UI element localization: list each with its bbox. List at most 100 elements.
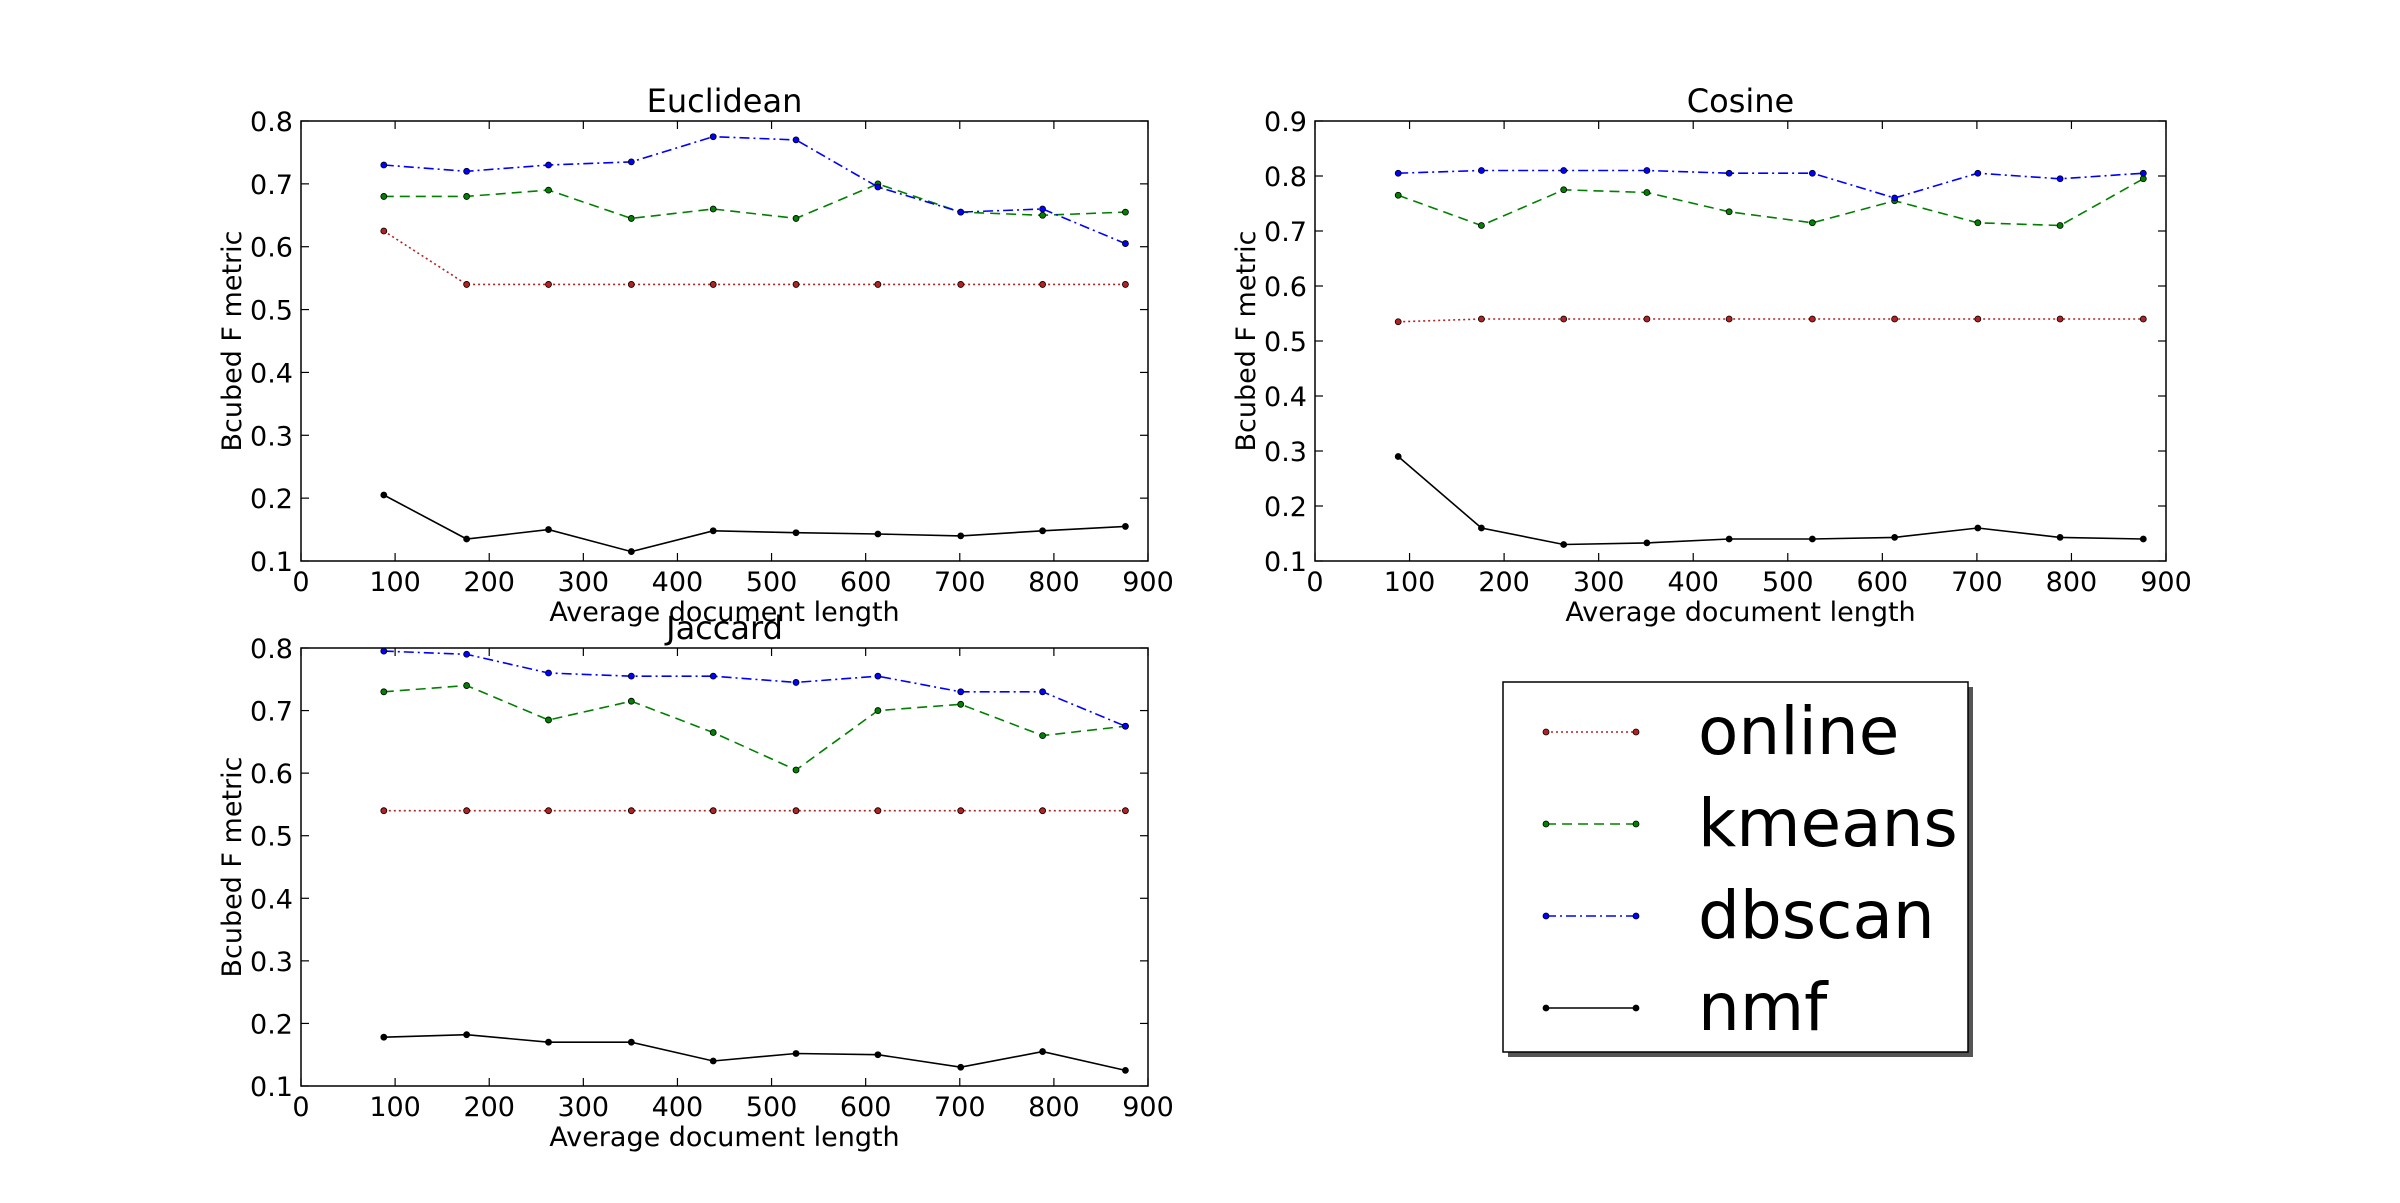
data-point-nmf [1394,453,1402,460]
y-tick-label: 0.7 [250,697,293,728]
y-tick-label: 0.8 [250,107,293,138]
data-point-nmf [709,527,717,535]
data-point-online [1039,281,1046,288]
data-point-nmf [874,1051,882,1059]
x-tick-label: 900 [2140,567,2192,598]
x-axis-label: Average document length [549,597,899,628]
data-point-dbscan [1039,688,1046,696]
data-point-online [957,281,965,288]
legend-item-dbscan: dbscan [1542,877,1935,954]
legend: online kmeans dbscan nmf [1502,681,1973,1057]
y-tick-label: 0.5 [250,296,293,327]
data-point-dbscan [1891,194,1899,202]
y-tick-label: 0.8 [1264,162,1307,193]
data-point-dbscan [627,158,635,166]
data-point-online [380,227,388,235]
x-tick-label: 100 [369,1092,421,1123]
data-point-kmeans [1039,732,1046,739]
data-point-kmeans [1478,222,1485,229]
data-point-dbscan [957,688,965,696]
chart-title: Euclidean [647,82,803,120]
x-tick-label: 0 [292,567,309,598]
legend-item-kmeans: kmeans [1542,785,1958,862]
data-point-dbscan [1478,167,1485,174]
x-tick-label: 0 [1306,567,1323,598]
data-point-dbscan [1122,722,1129,730]
x-tick-label: 500 [746,1092,798,1123]
data-point-kmeans [545,186,552,194]
data-point-nmf [1643,539,1651,547]
data-point-dbscan [545,161,552,169]
data-point-dbscan [709,133,717,141]
series-nmf [380,491,1129,555]
series-line-dbscan [383,650,1126,727]
data-point-nmf [1122,523,1129,530]
x-tick-label: 500 [746,567,798,598]
data-point-nmf [1560,541,1568,548]
data-point-dbscan [1122,240,1129,247]
x-tick-label: 300 [1573,567,1625,598]
x-tick-label: 200 [463,567,515,598]
x-tick-label: 700 [934,567,986,598]
data-point-kmeans [627,697,635,705]
data-point-nmf [380,1033,388,1041]
chart-title: Jaccard [664,609,783,647]
subplot-euclidean: Euclidean 0 100 200 300 400 500 600 700 800 900 0.1… [217,82,1174,628]
data-point-dbscan [1808,169,1816,177]
data-point-kmeans [709,729,717,736]
data-point-nmf [627,548,635,555]
data-point-nmf [792,529,800,537]
data-point-dbscan [1725,169,1733,177]
y-tick-label: 0.1 [250,547,293,578]
data-point-online [463,281,471,288]
data-point-nmf [627,1038,635,1046]
x-tick-label: 400 [652,1092,704,1123]
data-point-kmeans [1808,219,1816,227]
legend-swatch-marker [1542,1004,1550,1012]
data-point-dbscan [463,167,471,175]
y-tick-label: 0.8 [250,634,293,665]
data-point-nmf [2139,535,2147,543]
y-tick-label: 0.1 [250,1072,293,1103]
data-point-nmf [1039,1048,1046,1055]
data-point-nmf [1974,524,1982,532]
data-point-dbscan [627,672,635,680]
y-axis-label: Bcubed F metric [1231,230,1262,451]
x-tick-label: 800 [1028,1092,1080,1123]
data-point-dbscan [709,672,717,680]
data-point-dbscan [2139,169,2147,177]
series-online [1394,315,2147,326]
y-tick-label: 0.5 [1264,327,1307,358]
series-line-nmf [383,1033,1126,1072]
series-online [380,227,1129,288]
y-tick-label: 0.7 [1264,217,1307,248]
data-point-online [1891,315,1899,323]
data-point-online [2056,315,2064,323]
legend-swatch-marker [1632,728,1640,736]
data-point-nmf [463,535,471,543]
data-point-nmf [380,491,388,499]
legend-swatch-marker [1542,912,1550,920]
y-tick-label: 0.7 [250,170,293,201]
x-tick-label: 700 [934,1092,986,1123]
series-online [380,807,1129,815]
series-line-kmeans [1397,178,2144,227]
data-point-dbscan [1643,167,1651,174]
series-kmeans [380,682,1129,774]
x-tick-label: 600 [840,1092,892,1123]
y-tick-label: 0.4 [250,884,293,915]
data-point-kmeans [1394,191,1402,199]
x-tick-label: 400 [652,567,704,598]
series-dbscan [380,647,1129,730]
data-point-online [627,281,635,288]
data-point-online [874,281,882,288]
data-point-dbscan [380,161,388,169]
plot-frame [1314,120,2167,562]
x-tick-label: 300 [558,567,610,598]
data-point-dbscan [545,669,552,677]
data-point-nmf [1891,533,1899,541]
y-tick-label: 0.2 [1264,492,1307,523]
data-point-dbscan [792,136,800,144]
data-point-kmeans [627,215,635,222]
x-tick-label: 600 [840,567,892,598]
